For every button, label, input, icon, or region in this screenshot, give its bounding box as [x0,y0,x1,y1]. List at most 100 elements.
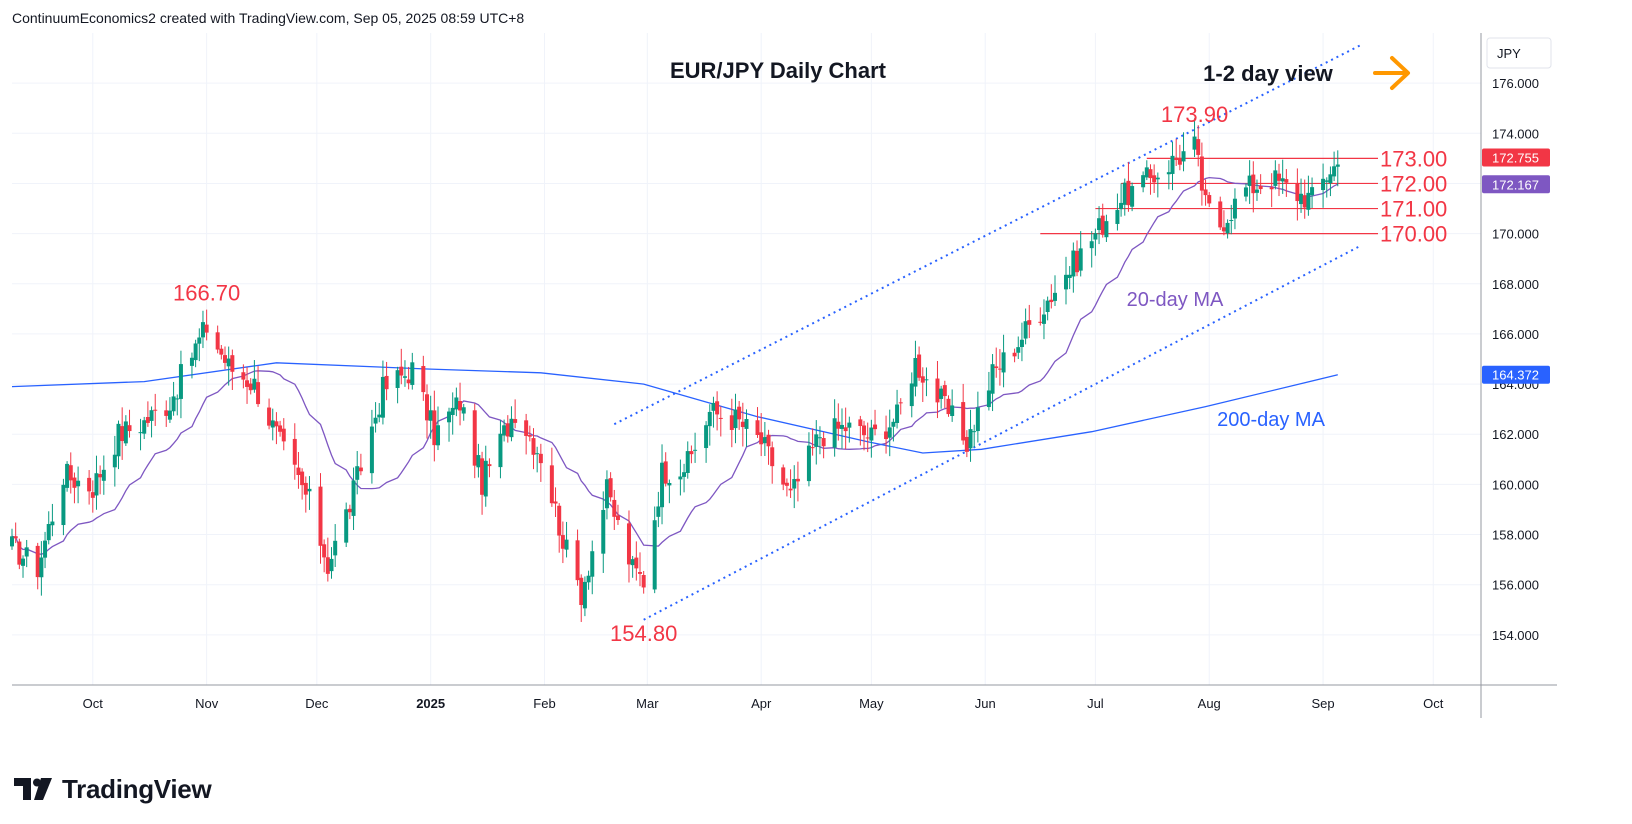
price-tick-label: 174.000 [1492,126,1539,141]
candle [17,538,22,570]
candle-body [21,558,26,566]
candle [1302,179,1307,219]
candle-body [333,540,338,556]
candle-body [1071,250,1076,277]
time-tick-label: Mar [636,696,659,711]
candle-body [711,402,716,411]
candle [61,478,66,536]
candle-body [1166,172,1171,175]
candle [1324,177,1329,198]
candle-body [322,544,327,558]
candle [406,366,411,390]
candle-body [76,480,81,487]
candle-body [1052,292,1057,301]
candle [641,570,646,594]
candle-body [762,437,767,444]
candle-body [513,419,518,423]
candle-body [707,411,712,427]
candle [766,429,771,465]
candle-body [1269,187,1274,190]
candle [358,453,363,476]
candle [1199,142,1204,206]
candle-body [17,541,22,565]
candle [557,503,562,553]
candle-body [329,558,334,572]
candle-body [1012,352,1017,357]
candle [693,432,698,463]
candle [685,441,690,479]
candle-body [1155,177,1160,180]
candle-body [65,463,70,488]
high-label: 173.90 [1161,102,1228,127]
candle [1130,182,1135,212]
candle-body [461,407,466,414]
candle [718,406,723,437]
candle-body [355,466,360,480]
candle [920,367,925,403]
candle [795,461,800,502]
candle-body [369,426,374,474]
candle [975,391,980,443]
candle [245,367,250,404]
candle-body [604,479,609,509]
candle [652,506,657,594]
axes: JPY 154.000 156.000 158.000 160.000 162.000 16… [12,33,1557,718]
candle-body [795,478,800,482]
candle-body [961,402,966,441]
candle [1310,177,1315,209]
level-label: 171.00 [1380,197,1447,222]
candle [270,408,275,441]
candle [1251,161,1256,213]
candle-body [171,396,176,412]
candle [230,349,235,390]
candle [1049,284,1054,309]
candle [1232,188,1237,230]
candle [1192,118,1197,158]
candle [843,407,848,450]
candle-body [1335,164,1340,167]
candle-body [267,407,272,426]
candle [1075,240,1080,277]
candle-body [1196,139,1201,155]
candle-body [898,402,903,404]
candle-body [935,378,940,403]
candle [634,541,639,581]
candle [461,403,466,421]
candle-body [1064,274,1069,290]
candle [98,465,103,495]
candle-body [35,545,40,578]
candle-body [693,449,698,451]
tradingview-logo[interactable]: TradingView [14,774,212,804]
candle-body [1247,175,1252,186]
candle [1254,179,1259,201]
candle-body [770,447,775,467]
candle-body [1321,178,1326,191]
candle-body [1041,314,1046,324]
candle-body [975,407,980,432]
candle-body [1302,195,1307,208]
candle [663,452,668,487]
candle-body [531,438,536,455]
price-tick-label: 156.000 [1492,578,1539,593]
candle [142,416,147,440]
candle [1093,228,1098,256]
candle [223,346,228,370]
candle-body [120,426,125,442]
candle-body [380,376,385,418]
candle [10,528,14,550]
candle [149,406,154,438]
time-tick-label: Jul [1087,696,1104,711]
candle-body [303,482,308,495]
candle-body [245,380,250,387]
candle-body [436,425,441,446]
candle [564,521,569,558]
candle-body [784,482,789,486]
candle [1196,125,1201,167]
candle [204,309,209,341]
candle-body [586,575,591,583]
candle-body [167,410,172,420]
time-tick-label: Oct [83,696,104,711]
candle-body [869,427,874,441]
candle-body [410,362,415,385]
